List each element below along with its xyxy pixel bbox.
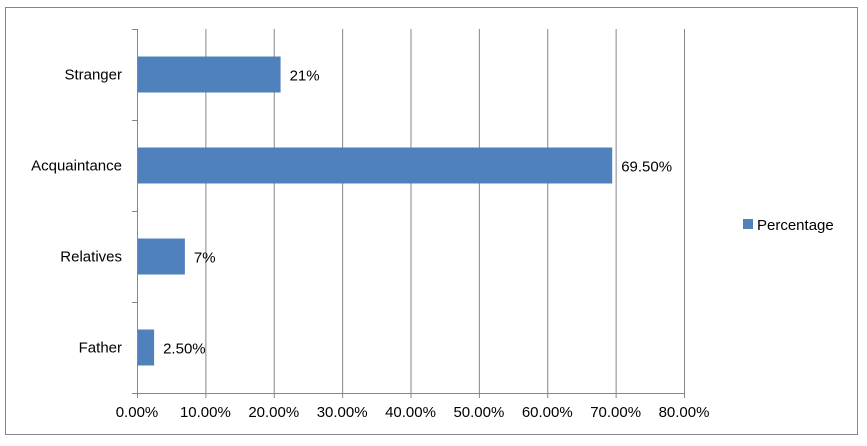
bar-acquaintance: [138, 147, 613, 184]
bars: [138, 56, 613, 366]
category-label: Father: [79, 340, 122, 357]
x-tick-label: 30.00%: [317, 404, 368, 421]
category-label: Stranger: [64, 67, 122, 84]
data-label: 21%: [290, 68, 320, 85]
bar-chart: 0.00% 10.00% 20.00% 30.00% 40.00% 50.00% 60.00…: [31, 29, 834, 422]
x-tick-label: 70.00%: [590, 404, 641, 421]
bar-relatives: [138, 238, 185, 275]
bar-stranger: [138, 56, 281, 93]
x-tick-label: 0.00%: [116, 404, 159, 421]
data-label: 69.50%: [621, 159, 672, 176]
axes: [132, 29, 685, 398]
data-label: 2.50%: [163, 341, 206, 358]
data-label: 7%: [194, 250, 216, 267]
legend-label-percentage: Percentage: [757, 217, 834, 234]
category-label: Relatives: [60, 249, 122, 266]
x-tick-label: 50.00%: [453, 404, 504, 421]
x-tick-label: 20.00%: [248, 404, 299, 421]
bar-father: [138, 329, 155, 366]
x-tick-label: 40.00%: [385, 404, 436, 421]
x-tick-label: 80.00%: [659, 404, 710, 421]
category-label: Acquaintance: [31, 158, 122, 175]
labels: 0.00% 10.00% 20.00% 30.00% 40.00% 50.00% 60.00…: [31, 67, 709, 422]
chart-area: 0.00% 10.00% 20.00% 30.00% 40.00% 50.00% 60.00…: [5, 7, 858, 435]
legend-swatch-percentage: [743, 219, 753, 229]
legend: Percentage: [743, 217, 834, 234]
x-tick-label: 60.00%: [522, 404, 573, 421]
x-tick-label: 10.00%: [180, 404, 231, 421]
